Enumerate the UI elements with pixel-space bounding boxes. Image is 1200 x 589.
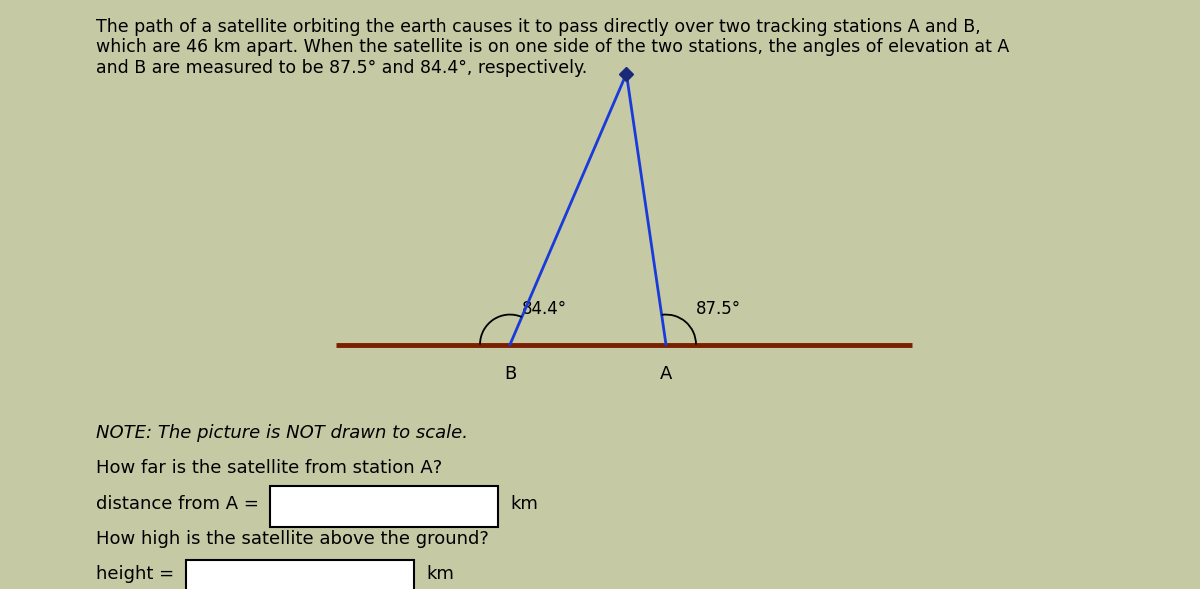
Text: km: km	[510, 495, 538, 513]
Text: 84.4°: 84.4°	[522, 300, 568, 318]
Text: B: B	[504, 365, 516, 383]
Text: 87.5°: 87.5°	[696, 300, 742, 318]
Text: km: km	[426, 565, 454, 584]
FancyBboxPatch shape	[270, 486, 498, 527]
Text: How far is the satellite from station A?: How far is the satellite from station A?	[96, 459, 443, 478]
Text: NOTE: The picture is NOT drawn to scale.: NOTE: The picture is NOT drawn to scale.	[96, 424, 468, 442]
Text: height =: height =	[96, 565, 174, 584]
Text: The path of a satellite orbiting the earth causes it to pass directly over two t: The path of a satellite orbiting the ear…	[96, 18, 1009, 77]
Text: A: A	[660, 365, 672, 383]
Text: distance from A =: distance from A =	[96, 495, 259, 513]
FancyBboxPatch shape	[186, 560, 414, 589]
Text: How high is the satellite above the ground?: How high is the satellite above the grou…	[96, 530, 488, 548]
